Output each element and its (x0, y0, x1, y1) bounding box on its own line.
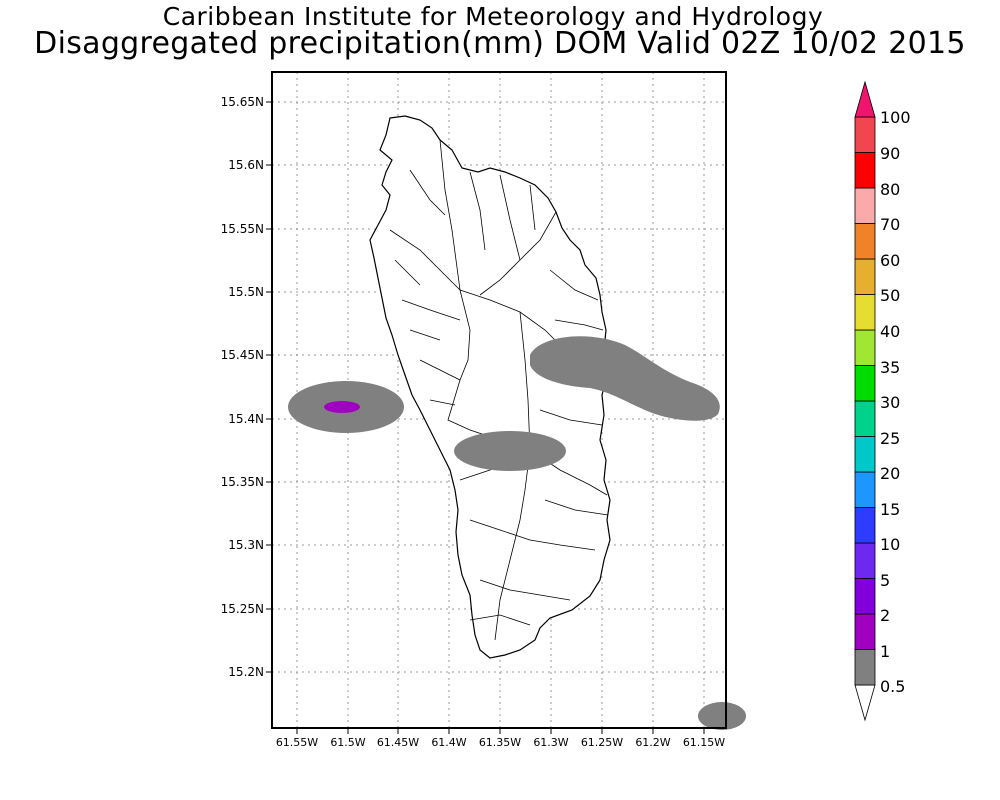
rain-core-west (324, 401, 360, 413)
x-tick-label: 61.2W (635, 736, 671, 749)
legend-label: 20 (880, 464, 901, 483)
legend-label: 25 (880, 429, 901, 448)
legend-swatch (854, 329, 876, 366)
legend-swatch (854, 578, 876, 615)
y-tick-label: 15.65N (220, 95, 264, 109)
rain-area-southeast (698, 702, 746, 730)
legend-swatch (854, 649, 876, 686)
legend-label: 100 (880, 108, 911, 127)
island-outline (369, 115, 611, 659)
legend-label: 40 (880, 322, 901, 341)
legend-label: 2 (880, 606, 891, 625)
legend-swatch (854, 365, 876, 402)
y-tick-label: 15.3N (228, 538, 264, 552)
legend-label: 0.5 (880, 677, 906, 696)
legend-label: 10 (880, 535, 901, 554)
legend-label: 1 (880, 642, 891, 661)
legend-swatch (854, 294, 876, 331)
legend-swatch (854, 436, 876, 473)
map-subtitle: Disaggregated precipitation(mm) DOM Vali… (34, 26, 966, 61)
legend-label: 35 (880, 358, 901, 377)
legend-swatch (854, 223, 876, 260)
y-tick-label: 15.2N (228, 665, 264, 679)
legend-colorbar (854, 80, 876, 722)
y-tick-label: 15.25N (220, 602, 264, 616)
y-tick-label: 15.4N (228, 412, 264, 426)
legend-swatch (854, 187, 876, 224)
legend-swatch (854, 542, 876, 579)
legend-label: 80 (880, 180, 901, 199)
y-tick-label: 15.5N (228, 285, 264, 299)
legend-swatch (854, 400, 876, 437)
x-tick-label: 61.5W (330, 736, 366, 749)
map-title: Caribbean Institute for Meteorology and … (162, 2, 824, 31)
y-tick-label: 15.45N (220, 348, 264, 362)
x-tick-label: 61.25W (580, 736, 624, 749)
legend-label: 15 (880, 500, 901, 519)
legend-label: 90 (880, 144, 901, 163)
precipitation-areas (288, 336, 746, 730)
x-tick-label: 61.3W (533, 736, 569, 749)
legend-swatch (854, 152, 876, 189)
map-frame (271, 71, 727, 729)
rain-area-east (530, 336, 720, 421)
y-tick-label: 15.35N (220, 475, 264, 489)
x-tick-label: 61.15W (682, 736, 726, 749)
x-tick-label: 61.35W (478, 736, 522, 749)
legend-swatch (854, 507, 876, 544)
legend-swatch (854, 258, 876, 295)
legend-arrow-high (854, 80, 876, 118)
x-tick-label: 61.4W (431, 736, 467, 749)
legend-swatch (854, 613, 876, 650)
legend-swatch (854, 116, 876, 153)
y-tick-label: 15.55N (220, 222, 264, 236)
legend-label: 5 (880, 571, 891, 590)
legend-label: 30 (880, 393, 901, 412)
x-tick-label: 61.45W (376, 736, 420, 749)
legend-arrow-low (854, 684, 876, 722)
legend-label: 50 (880, 286, 901, 305)
legend-label: 70 (880, 215, 901, 234)
x-tick-label: 61.55W (275, 736, 319, 749)
legend-label: 60 (880, 251, 901, 270)
rain-area-central (454, 431, 566, 471)
legend-swatch (854, 471, 876, 508)
y-tick-label: 15.6N (228, 158, 264, 172)
